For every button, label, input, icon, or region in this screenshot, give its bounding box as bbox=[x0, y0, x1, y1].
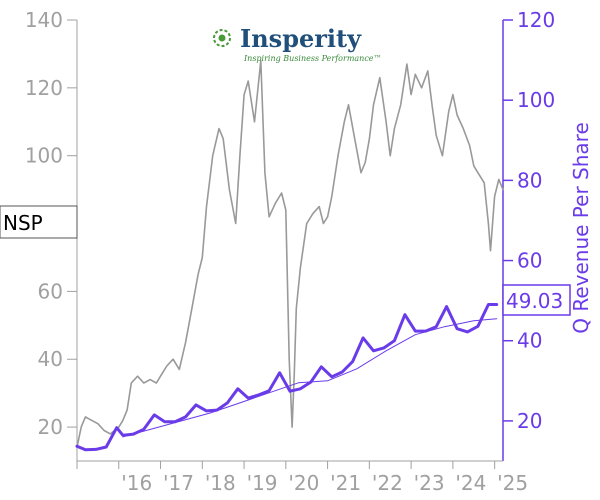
left-axis-ticks: 20406080100120140 bbox=[25, 8, 77, 439]
x-tick-label: '16 bbox=[121, 471, 152, 495]
left-tick-label: 20 bbox=[38, 415, 63, 439]
x-tick-label: '17 bbox=[163, 471, 194, 495]
left-tick-label: 140 bbox=[25, 8, 63, 32]
left-tick-label: 120 bbox=[25, 76, 63, 100]
logo-name: Insperity bbox=[240, 24, 362, 53]
revenue-trend-line bbox=[122, 318, 498, 438]
last-value-box: 49.03 bbox=[502, 284, 571, 316]
logo-mark-icon bbox=[213, 29, 231, 47]
series-layer bbox=[75, 59, 504, 452]
revenue-line bbox=[75, 303, 499, 452]
company-logo: Insperity Inspiring Business Performance… bbox=[213, 24, 382, 63]
right-tick-label: 20 bbox=[517, 409, 542, 433]
left-tick-label: 100 bbox=[25, 144, 63, 168]
ticker-box: NSP bbox=[0, 205, 78, 239]
x-tick-label: '24 bbox=[455, 471, 486, 495]
right-tick-label: 100 bbox=[517, 88, 555, 112]
x-tick-label: '20 bbox=[288, 471, 319, 495]
right-tick-label: 80 bbox=[517, 168, 542, 192]
x-tick-label: '19 bbox=[247, 471, 278, 495]
last-value-label: 49.03 bbox=[506, 289, 563, 313]
x-tick-label: '22 bbox=[372, 471, 403, 495]
x-tick-label: '23 bbox=[414, 471, 445, 495]
price-line bbox=[76, 59, 504, 449]
right-tick-label: 60 bbox=[517, 249, 542, 273]
left-tick-label: 40 bbox=[38, 347, 63, 371]
x-tick-label: '25 bbox=[497, 471, 528, 495]
ticker-label: NSP bbox=[3, 211, 43, 235]
right-axis-ticks: 20 40 60 80 100 120 bbox=[503, 8, 555, 433]
left-tick-label: 60 bbox=[38, 279, 63, 303]
right-tick-label: 40 bbox=[517, 329, 542, 353]
right-axis-label: Q Revenue Per Share bbox=[569, 122, 593, 334]
x-axis-ticks: '16 '17 '18 '19 '20 '21 '22 '23 '24 '25 bbox=[76, 461, 528, 495]
right-tick-label: 120 bbox=[517, 8, 555, 32]
logo-tagline: Inspiring Business Performance™ bbox=[243, 54, 382, 63]
x-tick-label: '21 bbox=[330, 471, 361, 495]
x-tick-label: '18 bbox=[205, 471, 236, 495]
